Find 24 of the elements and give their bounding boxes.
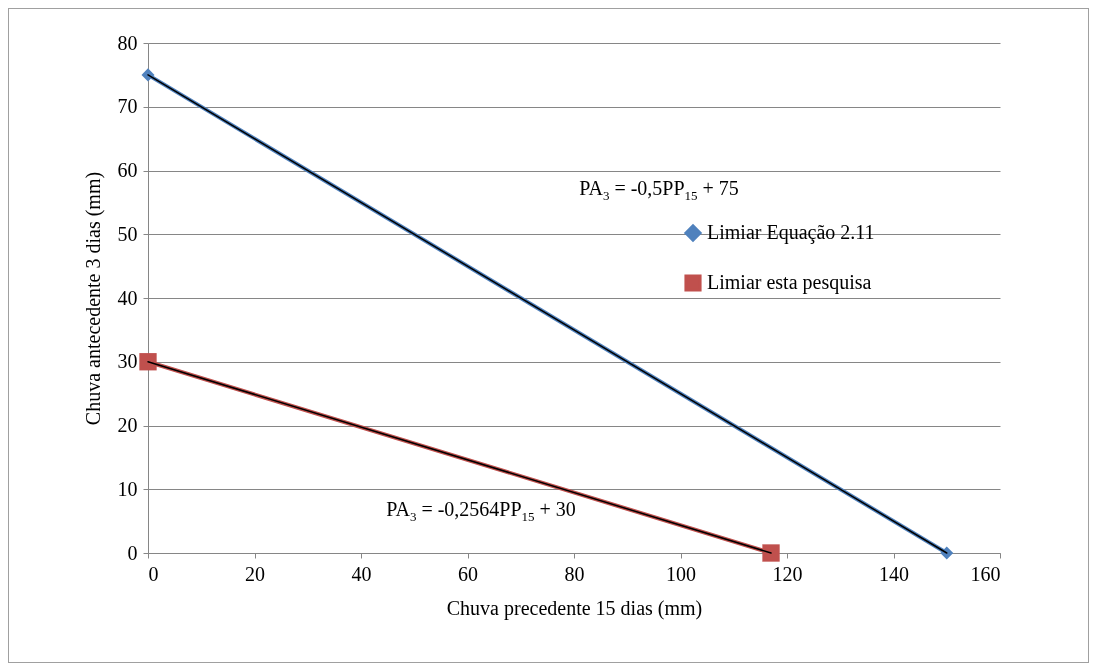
x-tick-label: 0 xyxy=(148,562,159,585)
y-tick-label: 40 xyxy=(117,286,138,309)
y-tick-label: 80 xyxy=(117,31,138,54)
x-tick-label: 120 xyxy=(772,562,803,585)
y-tick-label: 0 xyxy=(127,541,138,564)
x-tick-label: 40 xyxy=(351,562,372,585)
y-tick-label: 50 xyxy=(117,222,138,245)
y-tick-label: 70 xyxy=(117,95,138,118)
y-tick-label: 10 xyxy=(117,477,138,500)
x-tick-label: 140 xyxy=(879,562,909,585)
annotation: PA$_{3}$ = -0,2564PP$_{15}$ + 30 xyxy=(386,497,576,525)
annotation: PA$_{3}$ = -0,5PP$_{15}$ + 75 xyxy=(579,176,739,204)
y-axis-title: Chuva antecedente 3 dias (mm) xyxy=(81,171,105,426)
x-tick-label: 100 xyxy=(666,562,696,585)
x-tick-label: 60 xyxy=(458,562,478,585)
x-tick-label: 80 xyxy=(564,562,585,585)
x-axis-title: Chuva precedente 15 dias (mm) xyxy=(446,596,703,620)
x-tick-label: 20 xyxy=(245,562,265,585)
legend-label: Limiar esta pesquisa xyxy=(707,271,872,294)
x-tick-label: 160 xyxy=(970,562,1001,585)
y-tick-label: 20 xyxy=(117,414,138,436)
legend-label: Limiar Equação 2.11 xyxy=(707,221,875,244)
y-tick-label: 60 xyxy=(117,159,138,181)
y-tick-label: 30 xyxy=(117,350,138,373)
